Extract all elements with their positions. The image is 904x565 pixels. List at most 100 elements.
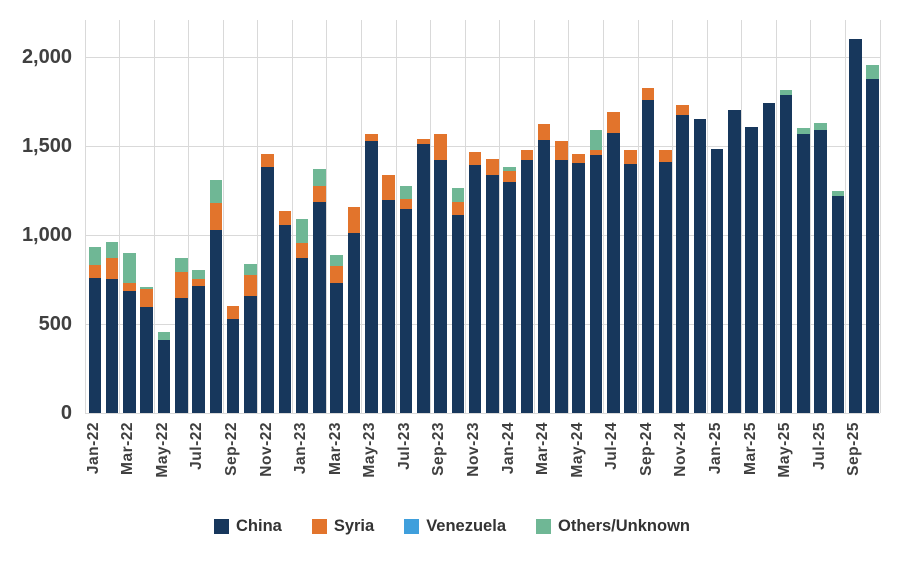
bar-segment-china-may-23 xyxy=(365,140,378,413)
legend-item-syria: Syria xyxy=(311,517,375,535)
x-gridline xyxy=(188,20,190,413)
bar-segment-syria-jul-22 xyxy=(192,278,205,286)
x-gridline xyxy=(499,20,501,413)
bar-segment-syria-jan-23 xyxy=(295,243,309,259)
x-tick-label: Nov-23 xyxy=(465,422,483,477)
bar-segment-china-apr-22 xyxy=(140,307,154,413)
x-gridline xyxy=(775,20,777,413)
x-gridline xyxy=(637,20,639,413)
bar-segment-others-unknown-mar-23 xyxy=(330,254,344,267)
legend-swatch-icon xyxy=(311,519,327,534)
x-tick-label: Sep-22 xyxy=(223,422,241,476)
x-gridline xyxy=(153,20,155,413)
bar-segment-syria-feb-24 xyxy=(520,149,534,161)
x-tick-label: Jan-22 xyxy=(84,422,102,475)
bar-segment-china-jan-24 xyxy=(503,181,516,413)
bar-segment-china-sep-22 xyxy=(226,318,240,413)
x-gridline xyxy=(810,20,812,413)
bar-segment-syria-aug-23 xyxy=(416,138,430,145)
bar-segment-others-unknown-apr-22 xyxy=(140,286,154,290)
x-gridline xyxy=(602,20,604,413)
x-gridline xyxy=(672,20,674,413)
bar-segment-china-jun-24 xyxy=(589,154,603,413)
bar-segment-china-aug-22 xyxy=(209,229,223,413)
legend: China Syria Venezuela Others/Unknown xyxy=(0,518,904,535)
legend-item-others-unknown: Others/Unknown xyxy=(536,518,690,535)
bar-segment-others-unknown-feb-23 xyxy=(313,169,326,187)
bar-segment-china-jan-23 xyxy=(295,258,309,413)
x-tick-label: Mar-22 xyxy=(119,422,137,475)
legend-label: Venezuela xyxy=(426,517,506,535)
bar-segment-china-jul-22 xyxy=(192,285,205,413)
bar-segment-others-unknown-oct-25 xyxy=(866,65,879,80)
bar-segment-china-apr-24 xyxy=(555,160,568,413)
bar-segment-others-unknown-aug-25 xyxy=(831,190,845,196)
bar-segment-china-dec-23 xyxy=(486,175,499,413)
bar-segment-china-jan-22 xyxy=(88,277,102,413)
x-gridline xyxy=(430,20,432,413)
x-gridline xyxy=(326,20,328,413)
bar-segment-china-oct-22 xyxy=(244,296,257,413)
x-gridline xyxy=(464,20,466,413)
x-tick-label: Jan-24 xyxy=(499,422,517,475)
bar-segment-china-aug-25 xyxy=(831,195,845,413)
bar-segment-syria-dec-23 xyxy=(486,159,499,176)
bar-segment-others-unknown-aug-22 xyxy=(209,179,223,203)
bar-segment-china-feb-25 xyxy=(728,109,741,413)
bar-segment-syria-mar-23 xyxy=(330,266,344,284)
x-tick-label: Jan-23 xyxy=(292,422,310,475)
bar-segment-syria-may-24 xyxy=(572,154,585,163)
bar-segment-china-mar-25 xyxy=(745,127,758,413)
bar-segment-china-jul-24 xyxy=(606,132,620,413)
bar-segment-others-unknown-jul-23 xyxy=(399,186,413,200)
x-gridline xyxy=(119,20,121,413)
x-gridline xyxy=(533,20,535,413)
legend-swatch-icon xyxy=(536,519,551,534)
bar-segment-china-jun-22 xyxy=(175,298,188,413)
bar-segment-syria-jan-24 xyxy=(503,170,516,182)
bar-segment-syria-jul-24 xyxy=(606,112,620,133)
bar-segment-china-dec-24 xyxy=(693,119,707,413)
x-tick-label: May-24 xyxy=(568,422,586,478)
x-tick-label: Mar-25 xyxy=(741,422,759,475)
x-tick-label: Nov-22 xyxy=(257,422,275,477)
bar-segment-others-unknown-jan-24 xyxy=(503,167,516,171)
x-gridline xyxy=(222,20,224,413)
bar-segment-others-unknown-feb-22 xyxy=(105,242,119,259)
bar-segment-china-may-25 xyxy=(779,95,793,413)
y-gridline xyxy=(85,412,880,414)
y-tick-label: 500 xyxy=(38,313,72,335)
x-tick-label: Jan-25 xyxy=(706,422,724,475)
bar-segment-china-aug-23 xyxy=(416,144,430,413)
x-gridline xyxy=(879,20,881,413)
x-tick-label: Sep-24 xyxy=(637,422,655,476)
legend-label: Syria xyxy=(333,517,375,535)
x-tick-label: Jul-22 xyxy=(188,422,206,470)
y-gridline xyxy=(85,145,880,147)
x-gridline xyxy=(844,20,846,413)
bar-segment-syria-jul-23 xyxy=(399,199,413,210)
bar-segment-others-unknown-jun-24 xyxy=(589,129,603,150)
bar-segment-syria-aug-22 xyxy=(209,202,223,230)
bar-segment-syria-nov-22 xyxy=(261,154,274,168)
x-tick-label: May-23 xyxy=(361,422,379,478)
x-gridline xyxy=(395,20,397,413)
bar-segment-china-aug-24 xyxy=(624,163,637,413)
legend-swatch-icon xyxy=(404,519,420,534)
bar-segment-syria-apr-23 xyxy=(347,207,361,234)
bar-segment-china-feb-24 xyxy=(520,160,534,413)
bar-segment-syria-feb-23 xyxy=(313,186,326,203)
bar-segment-china-mar-24 xyxy=(537,139,551,413)
legend-item-venezuela: Venezuela xyxy=(404,518,506,535)
bar-segment-others-unknown-jul-22 xyxy=(192,269,205,279)
x-gridline xyxy=(257,20,259,413)
bar-segment-china-may-22 xyxy=(157,340,171,413)
bar-segment-syria-mar-22 xyxy=(123,283,136,292)
bar-segment-syria-oct-23 xyxy=(451,202,465,216)
plot-area xyxy=(84,20,881,414)
y-tick-label: 0 xyxy=(60,402,72,424)
bar-segment-others-unknown-oct-22 xyxy=(244,264,257,276)
bar-segment-syria-sep-22 xyxy=(226,306,240,319)
legend-item-china: China xyxy=(213,518,282,535)
